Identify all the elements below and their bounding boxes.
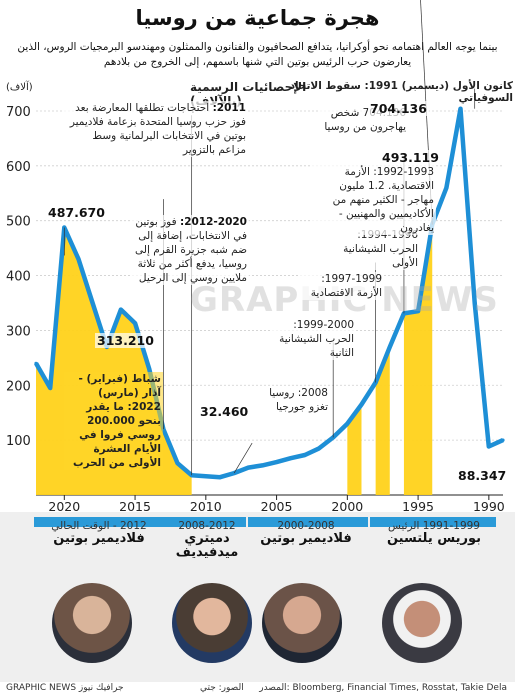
photo-yeltsin — [382, 583, 462, 663]
data-point-1999 — [359, 402, 364, 407]
data-point-2002 — [317, 446, 321, 450]
value-label-2020: 487.670 — [46, 205, 107, 220]
data-point-2004 — [289, 456, 293, 460]
photo-medvedev — [172, 583, 252, 663]
president-medvedev: 2008-2012 دميتري ميدفيديف — [175, 520, 239, 560]
data-point-2014 — [147, 367, 151, 371]
data-point-1990 — [487, 444, 491, 449]
data-point-1992 — [458, 107, 463, 111]
data-point-1997 — [388, 345, 392, 349]
y-tick-label-400: 400 — [6, 270, 31, 285]
photo-putin-current — [52, 583, 132, 663]
annotation-2022: شباط (فبراير) - آذار (مارس) 2022: ما يقد… — [64, 372, 163, 470]
soviet-header: كانون الأول (ديسمبر) 1991: سقوط الاتحاد … — [289, 80, 513, 104]
y-tick-label-600: 600 — [6, 160, 31, 175]
x-tick-label-2010: 2010 — [190, 499, 222, 514]
period-fill-3 — [403, 224, 433, 496]
x-tick-label-2015: 2015 — [119, 499, 151, 514]
annotation-2012-2020: 2012-2020: فوز بوتين في الانتخابات، إضاف… — [130, 215, 249, 285]
data-point-2015 — [133, 321, 137, 325]
data-point-2018 — [91, 301, 95, 305]
data-point-2000 — [345, 422, 349, 426]
timeline-bar-medvedev — [180, 517, 246, 527]
annotation-1992-1993: 1992-1993: الأزمة الاقتصادية. 1.2 مليون … — [310, 165, 436, 235]
data-point-2003 — [303, 453, 307, 457]
page-title: هجرة جماعية من روسيا — [135, 6, 380, 30]
data-point-2020 — [62, 225, 66, 230]
unit-label: (آلاف) — [6, 82, 33, 93]
data-point-2005 — [274, 460, 279, 464]
data-point-2010 — [204, 474, 208, 478]
value-label-2015: 313.210 — [95, 333, 156, 348]
source-credit: المصدر: Bloomberg, Financial Times, Ross… — [259, 683, 507, 693]
data-point-2022 — [34, 361, 38, 365]
annotation-1999-2000: 1999-2000: الحرب الشيشانية الثانية — [270, 318, 356, 360]
timeline-bar-putin-2000 — [248, 517, 368, 527]
data-point-1989 — [501, 438, 505, 442]
timeline-bars — [34, 517, 496, 527]
photo-putin-2000 — [262, 583, 342, 663]
x-tick-label-1990: 1990 — [473, 499, 505, 514]
timeline-bar-putin-2012 — [34, 517, 180, 527]
x-tick-label-2020: 2020 — [48, 499, 80, 514]
annotation-2008: 2008: روسيا تغزو جورجيا — [262, 386, 330, 414]
x-tick-label-1995: 1995 — [402, 499, 434, 514]
annotation-2011: 2011: احتجاجات تطلقها المعارضة بعد فوز ح… — [62, 101, 248, 157]
y-tick-label-100: 100 — [6, 434, 31, 449]
data-point-1991 — [473, 301, 477, 305]
timeline-bar-yeltsin — [370, 517, 496, 527]
data-point-2009 — [218, 475, 222, 479]
y-tick-label-500: 500 — [6, 215, 31, 230]
annotation-1994-1996: 1994-1996: الحرب الشيشانية الأولى — [338, 228, 420, 270]
graphic-news-logo: GRAPHIC NEWS جرافيك نيوز — [6, 683, 124, 693]
president-yeltsin: 1991-1999 الرئيس بوريس يلتسين — [386, 520, 482, 546]
value-label-1993: 493.119 — [380, 150, 441, 165]
data-point-2021 — [48, 386, 52, 390]
y-tick-label-300: 300 — [6, 324, 31, 339]
subtitle: بينما يوجه العالم اهتمامه نحو أوكرانيا، … — [17, 41, 498, 68]
period-fill-1 — [347, 404, 362, 495]
x-tick-label-2005: 2005 — [261, 499, 293, 514]
leader-line-2 — [233, 442, 253, 474]
data-point-2006 — [260, 463, 265, 467]
period-fill-2 — [375, 346, 390, 495]
value-label-2009: 32.460 — [198, 404, 251, 419]
value-label-1991: 704.136 — [368, 101, 429, 116]
data-point-2012 — [175, 461, 180, 465]
annotation-1997-1999: 1997-1999: الأزمة الاقتصادية — [300, 272, 384, 300]
president-putin-2012: 2012 - الوقت الحالي فلاديمير بوتين — [51, 520, 147, 546]
series-line — [34, 106, 504, 480]
data-point-1995 — [416, 309, 420, 313]
y-tick-label-700: 700 — [6, 105, 31, 120]
picture-credit: الصور: جتي — [200, 683, 244, 693]
data-point-2016 — [119, 307, 123, 312]
value-label-1990: 88.347 — [456, 468, 509, 483]
x-tick-label-2000: 2000 — [331, 499, 363, 514]
president-putin-2000: 2000-2008 فلاديمير بوتين — [260, 520, 352, 546]
data-point-1993 — [444, 186, 448, 190]
y-tick-label-200: 200 — [6, 379, 31, 394]
data-point-2007 — [246, 465, 250, 470]
data-point-2019 — [76, 257, 81, 261]
